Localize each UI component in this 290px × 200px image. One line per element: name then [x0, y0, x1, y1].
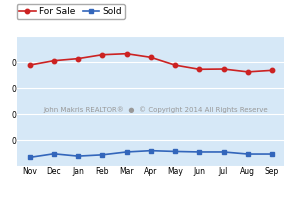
Legend: For Sale, Sold: For Sale, Sold	[17, 4, 125, 19]
Text: John Makris REALTOR®  ●  © Copyright 2014 All Rights Reserve: John Makris REALTOR® ● © Copyright 2014 …	[44, 107, 269, 113]
